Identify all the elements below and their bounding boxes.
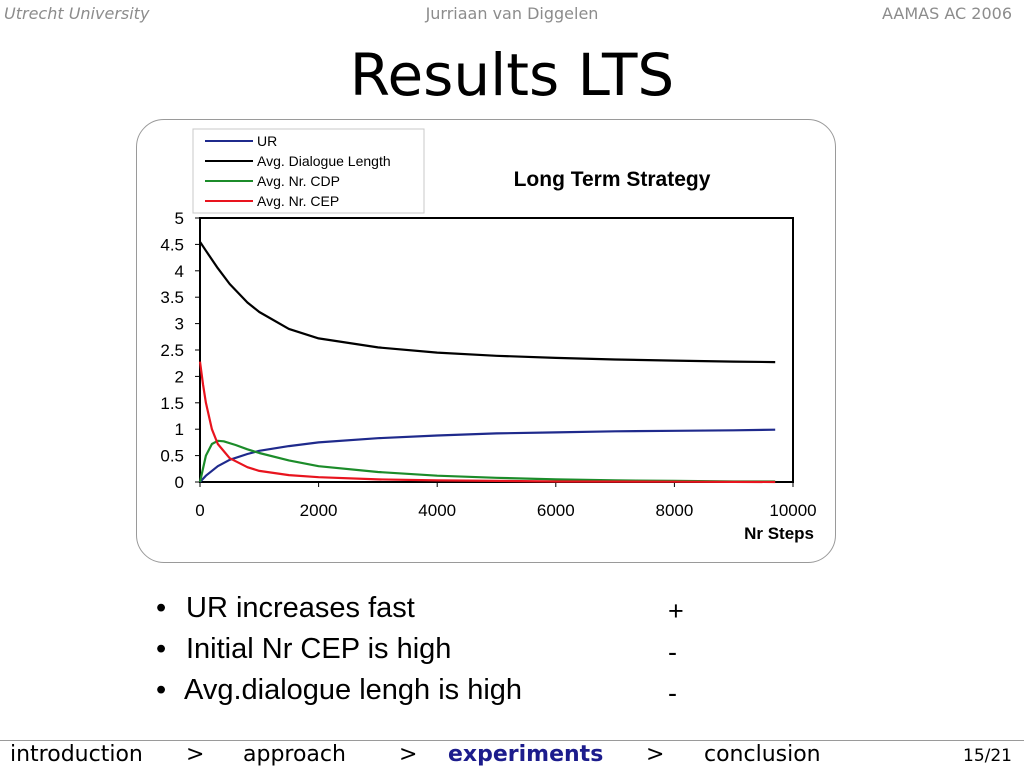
x-tick-label: 8000 [655, 501, 693, 520]
slide-footer: introduction > approach > experiments > … [0, 740, 1024, 768]
bullet-text: Avg.dialogue lengh is high [184, 674, 523, 706]
y-tick-label: 1 [175, 420, 184, 439]
y-tick-label: 2.5 [160, 341, 184, 360]
legend-box [192, 128, 425, 214]
x-tick-label: 0 [195, 501, 204, 520]
bullet-marker: • [156, 674, 167, 706]
bullet-item: • Avg.dialogue lengh is high - [152, 672, 712, 713]
nav-introduction[interactable]: introduction [10, 742, 143, 767]
x-tick-label: 4000 [418, 501, 456, 520]
bullet-text: Initial Nr CEP is high [186, 633, 452, 665]
bullet-marker: • [156, 592, 167, 624]
y-tick-label: 3 [175, 315, 184, 334]
footer-divider [0, 740, 1024, 741]
header-author: Jurriaan van Diggelen [425, 4, 599, 23]
plot-area [199, 217, 794, 483]
x-tick-label: 6000 [537, 501, 575, 520]
bullet-item: • UR increases fast + [152, 590, 712, 631]
nav-approach[interactable]: approach [243, 742, 346, 767]
bullet-item: • Initial Nr CEP is high - [152, 631, 712, 672]
page-number: 15/21 [963, 746, 1012, 766]
y-tick-label: 4 [175, 262, 184, 281]
chart-title: Long Term Strategy [514, 168, 711, 191]
header-university: Utrecht University [4, 4, 150, 23]
slide-header: Utrecht University Jurriaan van Diggelen… [0, 2, 1024, 26]
legend-label: Avg. Nr. CEP [257, 193, 339, 209]
y-tick-label: 2 [175, 367, 184, 386]
y-tick-label: 0 [175, 473, 184, 492]
y-tick-label: 4.5 [160, 235, 184, 254]
bullet-marker: • [156, 633, 167, 665]
slide-title: Results LTS [349, 41, 675, 109]
x-tick-label: 2000 [300, 501, 338, 520]
legend-label: Avg. Nr. CDP [257, 173, 340, 189]
x-axis-label: Nr Steps [744, 524, 814, 543]
series-line-4 [198, 361, 776, 484]
header-conference: AAMAS AC 2006 [882, 4, 1012, 23]
nav-separator: > [646, 742, 665, 767]
legend-label: Avg. Dialogue Length [257, 153, 391, 169]
bullet-assessment: + [668, 596, 684, 626]
y-tick-label: 1.5 [160, 394, 184, 413]
bullet-text: UR increases fast [186, 592, 415, 624]
bullet-list: • UR increases fast + • Initial Nr CEP i… [152, 590, 712, 713]
nav-experiments[interactable]: experiments [448, 742, 604, 767]
nav-separator: > [399, 742, 418, 767]
y-tick-label: 0.5 [160, 447, 184, 466]
bullet-assessment: - [668, 678, 677, 708]
nav-conclusion[interactable]: conclusion [704, 742, 821, 767]
line-chart: 0 0.5 1 1.5 2 2.5 3 3.5 4 4.5 5 0 2000 4000 6000 8000 10… [160, 128, 817, 543]
chart-frame: 0 0.5 1 1.5 2 2.5 3 3.5 4 4.5 5 0 2000 4000 6000 8000 10… [136, 119, 836, 563]
legend-label: UR [257, 133, 277, 149]
nav-separator: > [186, 742, 205, 767]
series-line-1 [199, 428, 776, 483]
bullet-assessment: - [668, 637, 677, 667]
y-tick-label: 5 [175, 209, 184, 228]
x-tick-label: 10000 [769, 501, 816, 520]
series-line-2 [199, 241, 776, 364]
y-tick-label: 3.5 [160, 288, 184, 307]
